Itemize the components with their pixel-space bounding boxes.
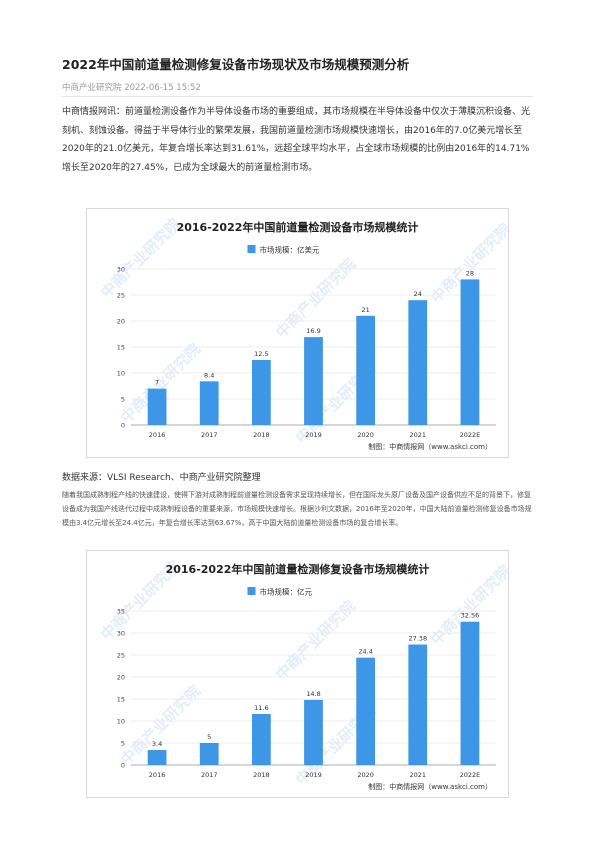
chart-1-ytick-label: 30 (117, 630, 125, 638)
chart-1-ytick-label: 20 (117, 674, 125, 682)
chart-0-value-label: 12.5 (254, 350, 268, 358)
chart-1-bar (304, 699, 323, 765)
chart-0-value-label: 7 (155, 379, 159, 387)
chart-1-bar (408, 644, 428, 765)
chart-1-watermark: 中商产业研究院 (272, 597, 359, 684)
chart-0-xtick-label: 2018 (253, 431, 270, 439)
chart-1-legend-label: 市场规模：亿元 (260, 587, 313, 597)
chart-repair-market-size: 中商产业研究院 中商产业研究院 中商产业研究院 中商产业研究院 中商产业研究院 2016-… (86, 550, 509, 798)
chart-1-legend-swatch (247, 587, 256, 595)
chart-0-xtick-label: 2019 (305, 431, 322, 439)
chart-0-title: 2016-2022年中国前道量检测设备市场规模统计 (177, 220, 419, 234)
chart-0-ytick-label: 10 (117, 370, 125, 378)
chart-1-value-label: 27.38 (408, 635, 427, 643)
chart-0-bar (408, 300, 428, 425)
chart-0-value-label: 21 (362, 306, 370, 314)
chart-0-bar (304, 337, 323, 425)
chart-1-bar (199, 743, 219, 765)
chart-0-value-label: 28 (466, 269, 474, 277)
chart-1-xtick-label: 2017 (201, 771, 218, 779)
chart-0-credit: 制图：中商情报网（www.askci.com） (368, 442, 492, 451)
chart-0-bar (147, 388, 167, 425)
chart-1-xtick-label: 2018 (253, 771, 270, 779)
chart-0-bar (460, 279, 480, 425)
article-meta: 中商产业研究院 2022-06-15 15:52 (62, 83, 201, 93)
chart-1-value-label: 32.56 (461, 612, 480, 620)
chart-0-xtick-label: 2021 (410, 431, 427, 439)
chart-0-watermark: 中商产业研究院 (97, 215, 184, 302)
chart-1-ytick-label: 15 (117, 696, 125, 704)
chart-0-legend-label: 市场规模：亿美元 (260, 245, 320, 255)
chart-1-ytick-label: 25 (117, 652, 125, 660)
chart-0-xtick-label: 2022E (460, 431, 481, 439)
chart-1-bar (460, 621, 480, 765)
chart-1-xtick-label: 2019 (305, 771, 322, 779)
chart-1-ytick-label: 35 (117, 608, 125, 616)
chart-0-xtick-label: 2020 (357, 431, 374, 439)
chart-1-xtick-label: 2022E (460, 771, 481, 779)
chart-0-ytick-label: 20 (117, 318, 125, 326)
article-paragraph-1: 中商情报网讯：前道量检测设备作为半导体设备市场的重要组成，其市场规模在半导体设备… (62, 107, 531, 173)
chart-1-xtick-label: 2020 (357, 771, 374, 779)
chart-1-value-label: 5 (207, 733, 211, 741)
title-divider (62, 96, 533, 97)
chart-0-bar (251, 360, 271, 425)
chart-0-ytick-label: 25 (117, 292, 125, 300)
chart-1-credit: 制图：中商情报网（www.askci.com） (368, 782, 492, 791)
chart-1-title: 2016-2022年中国前道量检测修复设备市场规模统计 (166, 562, 430, 576)
article-title: 2022年中国前道量检测修复设备市场现状及市场规模预测分析 (62, 57, 410, 72)
chart-1-xtick-label: 2016 (149, 771, 166, 779)
chart-1-ytick-label: 10 (117, 718, 125, 726)
chart-1-value-label: 11.6 (254, 704, 268, 712)
chart-0-ytick-label: 15 (117, 344, 125, 352)
chart-0-value-label: 16.9 (306, 327, 320, 335)
chart-0-bar (356, 315, 376, 425)
chart-1-value-label: 3.4 (152, 740, 162, 748)
chart-1-bar (147, 750, 167, 765)
chart-0-ytick-label: 0 (121, 422, 125, 430)
chart-1-value-label: 24.4 (358, 648, 372, 656)
chart-1-ytick-label: 5 (121, 740, 125, 748)
chart-1-bar (356, 657, 376, 765)
chart-1-bar (251, 713, 271, 765)
chart-0-value-label: 8.4 (204, 371, 214, 379)
chart-market-size: 中商产业研究院 中商产业研究院 中商产业研究院 中商产业研究院 中商产业研究院 2016-… (86, 208, 509, 458)
article-paragraph-2: 随着我国成熟制程产线的快速建设，使得下游对成熟制程前道量检测设备需求呈现持续增长… (62, 491, 532, 527)
chart-0-xtick-label: 2016 (149, 431, 166, 439)
chart-0-bar (199, 381, 219, 425)
chart-1-value-label: 14.8 (306, 690, 320, 698)
chart-0-ytick-label: 30 (117, 266, 125, 274)
data-source: 数据来源：VLSI Research、中商产业研究院整理 (62, 473, 261, 483)
chart-0-legend-swatch (247, 245, 256, 253)
chart-0-ytick-label: 5 (121, 396, 125, 404)
chart-0-value-label: 24 (414, 290, 422, 298)
chart-0-xtick-label: 2017 (201, 431, 218, 439)
chart-1-xtick-label: 2021 (410, 771, 427, 779)
chart-1-ytick-label: 0 (121, 762, 125, 770)
